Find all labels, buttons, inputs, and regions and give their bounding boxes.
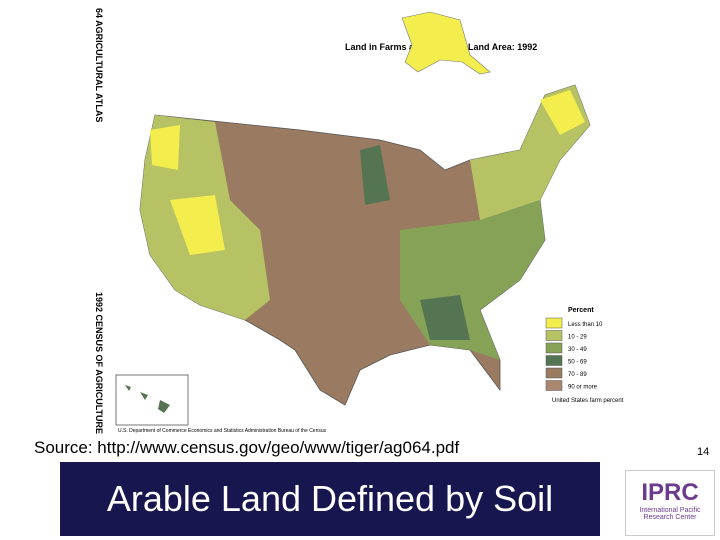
slide-title: Arable Land Defined by Soil (106, 478, 554, 519)
logo-name: IPRC (641, 479, 699, 506)
map-region (420, 295, 470, 340)
logo-subtitle: International Pacific Research Center (639, 507, 701, 521)
legend-swatch (545, 380, 563, 391)
map-region (540, 90, 585, 135)
legend-swatch (545, 342, 563, 354)
legend-label: 10 - 29 (568, 335, 587, 341)
side-label: 1992 CENSUS OF AGRICULTURE (94, 292, 104, 434)
hawaii (125, 385, 170, 413)
legend: Percent Less than 10 10 - 29 30 - 49 50 - 69… (545, 307, 624, 404)
legend-swatch (545, 317, 563, 329)
alaska (401, 11, 491, 75)
legend-note: United States farm percent (552, 398, 624, 404)
logo: IPRC International Pacific Research Cent… (625, 470, 715, 536)
legend-swatch (545, 367, 563, 379)
map-figure: 64 AGRICULTURAL ATLAS 1992 CENSUS OF AGR… (94, 8, 624, 435)
hawaii-inset (115, 374, 189, 426)
legend-label: 90 or more (568, 385, 598, 391)
map-credit: U.S. Department of Commerce Economics an… (118, 428, 327, 434)
side-label: 64 AGRICULTURAL ATLAS (94, 8, 104, 122)
legend-swatch (545, 355, 563, 366)
map-region (170, 195, 225, 255)
legend-label: Less than 10 (568, 322, 603, 328)
legend-label: 70 - 89 (568, 372, 587, 378)
legend-title: Percent (568, 307, 594, 314)
slide-number: 14 (697, 446, 710, 458)
title-bar: Arable Land Defined by Soil (60, 462, 600, 536)
map-region (360, 145, 390, 205)
map-region (150, 125, 180, 170)
legend-label: 30 - 49 (568, 347, 587, 353)
legend-swatch (545, 330, 563, 341)
source: Source: http://www.census.gov/geo/www/ti… (34, 438, 460, 457)
legend-label: 50 - 69 (568, 360, 587, 366)
